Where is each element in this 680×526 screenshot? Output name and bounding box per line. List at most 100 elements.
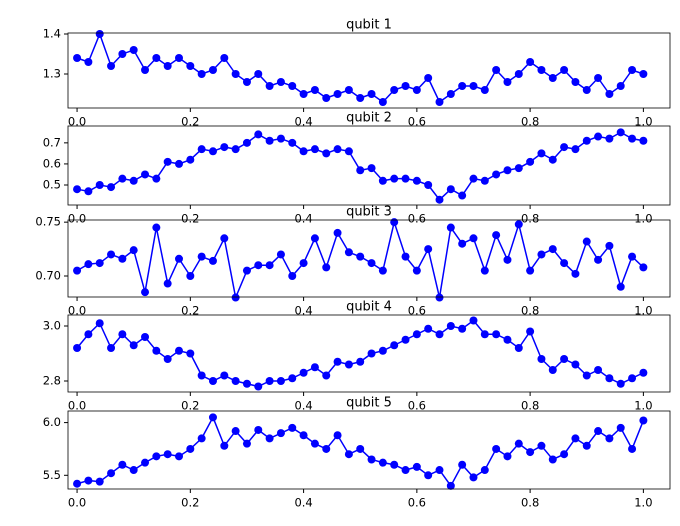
data-point bbox=[469, 174, 478, 183]
data-point bbox=[152, 223, 161, 232]
subplot-title: qubit 5 bbox=[346, 396, 392, 411]
data-point bbox=[344, 147, 353, 156]
data-point bbox=[480, 330, 489, 339]
data-point bbox=[469, 82, 478, 90]
data-point bbox=[412, 266, 421, 275]
data-point bbox=[197, 434, 206, 443]
data-point bbox=[526, 58, 535, 66]
subplot: qubit 3 0.0 0.2 0.4 0.6 0.8 1.0 0.70 0.75 bbox=[35, 205, 671, 318]
data-point bbox=[412, 330, 421, 339]
data-point bbox=[424, 324, 433, 333]
data-point bbox=[107, 469, 116, 478]
data-point bbox=[107, 344, 116, 352]
data-point bbox=[560, 355, 569, 363]
data-point bbox=[548, 155, 557, 164]
data-point bbox=[537, 149, 546, 158]
data-point bbox=[639, 368, 648, 377]
data-point bbox=[367, 259, 376, 268]
data-point bbox=[616, 128, 625, 137]
data-point bbox=[390, 86, 399, 94]
data-point bbox=[514, 164, 523, 173]
data-point bbox=[390, 341, 399, 350]
x-tick-label: 0.0 bbox=[68, 115, 86, 129]
data-point bbox=[288, 272, 297, 280]
data-point bbox=[174, 54, 183, 62]
data-point bbox=[435, 466, 444, 475]
data-point bbox=[242, 439, 251, 448]
data-point bbox=[560, 143, 569, 152]
data-point bbox=[310, 86, 319, 94]
data-point bbox=[571, 78, 580, 86]
data-point bbox=[299, 90, 308, 98]
data-point bbox=[616, 282, 625, 291]
x-tick-label: 0.2 bbox=[181, 304, 199, 318]
data-point bbox=[390, 460, 399, 469]
data-point bbox=[288, 82, 297, 90]
data-point bbox=[163, 450, 172, 459]
data-point bbox=[446, 322, 455, 330]
data-point bbox=[526, 266, 535, 275]
data-point bbox=[333, 357, 342, 366]
data-point bbox=[310, 363, 319, 372]
data-point bbox=[152, 54, 161, 62]
data-point bbox=[231, 293, 240, 302]
data-point bbox=[628, 66, 637, 74]
data-point bbox=[95, 180, 104, 189]
subplot-title: qubit 2 bbox=[346, 111, 392, 126]
data-point bbox=[288, 138, 297, 147]
data-point bbox=[582, 237, 591, 246]
data-point bbox=[560, 259, 569, 268]
data-point bbox=[356, 166, 365, 175]
subplot: qubit 2 0.0 0.2 0.4 0.6 0.8 1.0 0.5 0.6 0.7 bbox=[43, 111, 671, 226]
data-point bbox=[333, 145, 342, 154]
x-tick-label: 0.4 bbox=[294, 212, 312, 226]
data-point bbox=[129, 341, 138, 350]
data-point bbox=[95, 477, 104, 486]
data-point bbox=[118, 174, 127, 183]
y-tick-label: 0.6 bbox=[43, 156, 61, 170]
data-point bbox=[378, 458, 387, 467]
data-point bbox=[265, 434, 274, 443]
data-point bbox=[141, 458, 150, 467]
data-point bbox=[458, 82, 467, 90]
x-tick-label: 0.2 bbox=[181, 496, 199, 510]
data-point bbox=[197, 70, 206, 78]
data-point bbox=[571, 434, 580, 443]
data-point bbox=[141, 333, 150, 341]
data-point bbox=[242, 379, 251, 388]
data-point bbox=[401, 252, 410, 261]
data-point bbox=[118, 460, 127, 469]
data-point bbox=[152, 452, 161, 461]
data-point bbox=[401, 466, 410, 475]
data-point bbox=[503, 78, 512, 86]
x-tick-label: 0.4 bbox=[294, 399, 312, 413]
data-point bbox=[299, 368, 308, 377]
data-point bbox=[435, 330, 444, 339]
data-point bbox=[628, 134, 637, 143]
x-tick-label: 0.0 bbox=[68, 496, 86, 510]
data-point bbox=[616, 379, 625, 388]
data-point bbox=[356, 252, 365, 261]
data-point bbox=[163, 62, 172, 70]
data-point bbox=[469, 316, 478, 325]
data-line bbox=[76, 131, 644, 201]
x-tick-label: 0.8 bbox=[521, 496, 539, 510]
data-point bbox=[163, 355, 172, 363]
data-point bbox=[322, 94, 331, 102]
data-point bbox=[458, 191, 467, 200]
data-line bbox=[76, 319, 644, 388]
data-point bbox=[84, 260, 93, 269]
data-point bbox=[254, 382, 263, 391]
x-tick-label: 0.6 bbox=[408, 399, 426, 413]
data-point bbox=[344, 86, 353, 94]
data-point bbox=[480, 176, 489, 185]
data-point bbox=[458, 324, 467, 333]
data-point bbox=[412, 86, 421, 94]
data-point bbox=[537, 250, 546, 259]
data-point bbox=[526, 327, 535, 336]
data-point bbox=[265, 377, 274, 385]
data-point bbox=[174, 159, 183, 168]
data-point bbox=[276, 78, 285, 86]
data-point bbox=[446, 90, 455, 98]
data-point bbox=[265, 136, 274, 145]
